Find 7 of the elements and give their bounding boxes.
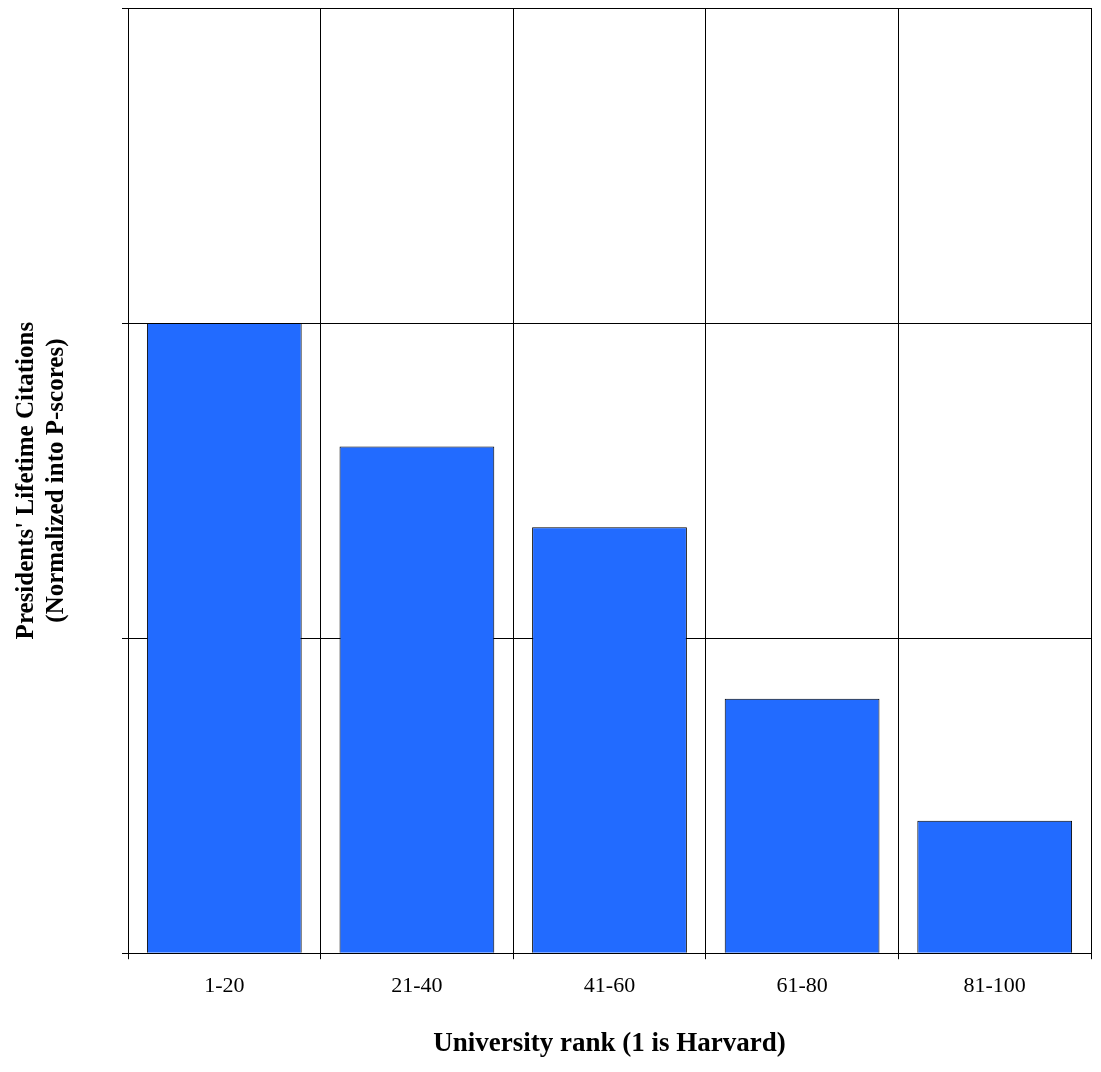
x-tick-label: 41-60 [583, 972, 636, 998]
x-tick-label: 1-20 [204, 972, 245, 998]
x-tick-label: 81-100 [963, 972, 1026, 998]
y-axis-title: Presidents' Lifetime Citations (Normalized into P-scores) [11, 321, 70, 640]
x-axis-title: University rank (1 is Harvard) [433, 1026, 786, 1057]
x-tick-label: 21-40 [391, 972, 443, 998]
x-tick-label: 61-80 [776, 972, 828, 998]
